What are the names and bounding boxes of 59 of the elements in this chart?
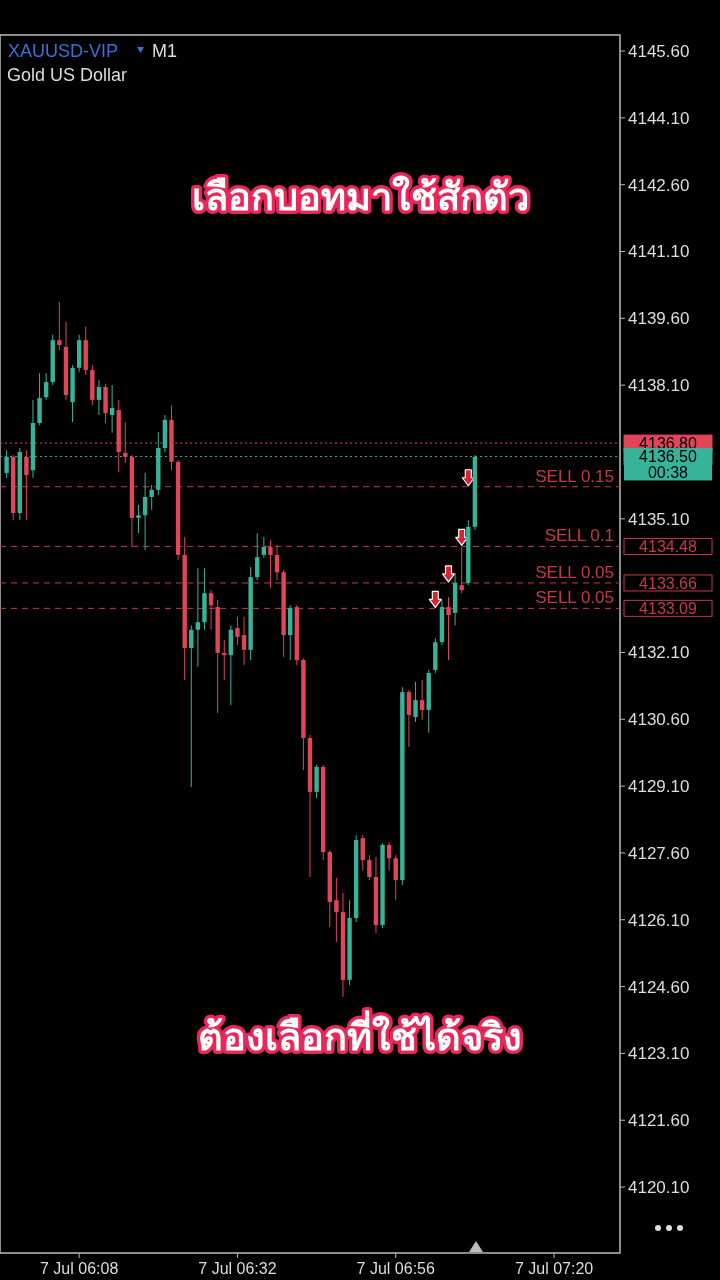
candlestick [360,834,365,871]
candlestick [446,596,451,661]
text: Gold US Dollar [7,65,128,85]
candlestick [334,877,339,943]
y-tick-label: 4130.60 [628,710,690,730]
annotation: M1 [152,41,178,61]
x-tick-label: 7 Jul 06:32 [198,1260,277,1277]
y-tick-label: 4139.60 [628,309,690,329]
ref-line-label: SELL 0.15 [535,466,614,486]
ref-line-label: SELL 0.05 [535,588,614,608]
chart-title: XAUUSD-VIP [8,41,119,61]
y-tick-label: 4123.10 [628,1044,690,1064]
y-tick-label: 4127.60 [628,843,690,863]
candlestick [255,532,260,581]
x-tick-label: 7 Jul 07:20 [514,1260,594,1277]
ref-line-label: SELL 0.05 [535,562,614,582]
y-tick-label: 4126.10 [628,910,690,930]
candlestick [43,372,49,401]
x-tick-label: 7 Jul 06:56 [356,1260,435,1277]
candlestick [208,589,214,631]
candlestick [406,689,412,748]
candlestick [393,854,398,901]
annotation: 4136.50 [639,448,698,466]
annotation: 4133.09 [639,600,698,618]
y-tick-label: 4138.10 [628,376,690,396]
candlestick [268,539,273,589]
candlestick [241,616,247,666]
candlestick [189,624,194,788]
candlestick [136,504,141,534]
candlestick [96,379,102,416]
candlestick [195,567,201,668]
ref-line-label: SELL 0.1 [544,526,614,546]
candlestick [24,449,29,521]
annotation: 4133.66 [639,574,698,592]
candlestick [109,384,115,434]
candlestick [459,546,464,594]
candlestick [367,854,372,881]
candlestick [413,681,418,723]
annotation: 4134.48 [639,538,698,556]
y-tick-label: 4145.60 [628,41,690,61]
candlestick [57,301,62,351]
candlestick [261,536,267,559]
x-tick-label: 7 Jul 06:08 [40,1260,119,1277]
candlestick [235,616,240,646]
y-tick-label: 4135.10 [628,509,690,529]
y-tick-label: 4144.10 [628,108,690,128]
y-tick-label: 4120.10 [628,1178,690,1198]
candlestick [149,484,154,511]
y-tick-label: 4141.10 [628,242,690,262]
y-tick-label: 4129.10 [628,777,690,797]
y-tick-label: 4124.60 [628,977,690,997]
candlestick [419,679,425,721]
y-tick-label: 4132.10 [628,643,690,663]
y-tick-label: 4121.60 [628,1111,690,1131]
annotation: ต้องเลือกที่ใช้ได้จริง [198,1010,522,1059]
candlestick [142,472,148,551]
y-tick-label: 4142.60 [628,175,690,195]
text: 00:38 [647,464,689,482]
annotation: เลือกบอทมาใช้สักตัว [191,175,529,219]
